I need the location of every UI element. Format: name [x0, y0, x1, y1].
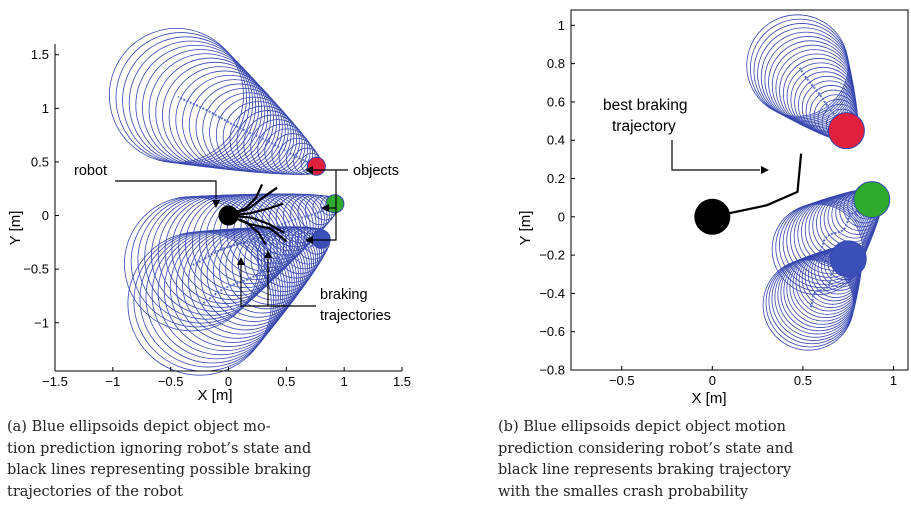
braking-annotation-arrow-left [237, 257, 245, 265]
x-tick-label: 1 [890, 373, 897, 388]
prediction-ellipse [283, 226, 326, 270]
prediction-path [200, 238, 322, 306]
y-tick-label: 0.4 [547, 133, 565, 148]
y-tick-label: 0.2 [547, 171, 565, 186]
x-tick-label: −0.5 [158, 374, 184, 389]
caption-b-line-4: with the smalles crash probability [498, 483, 749, 500]
best-braking-annotation-line-2: trajectory [612, 118, 676, 135]
object-3 [311, 229, 331, 249]
x-tick-label: −1.5 [42, 374, 68, 389]
best-braking-annotation-line [671, 140, 760, 171]
objects-annotation-arrow-2 [321, 204, 329, 212]
y-tick-label: −0.5 [23, 262, 49, 277]
best-braking-annotation-arrow [761, 166, 769, 174]
x-tick-label: 0.5 [277, 374, 295, 389]
prediction-ellipse [276, 226, 324, 274]
y-tick-label: −0.2 [539, 248, 565, 263]
robot-annotation-arrow [212, 200, 220, 208]
prediction-ellipse [275, 193, 325, 243]
x-tick-label: −1 [105, 374, 120, 389]
x-tick-label: 0 [709, 373, 716, 388]
braking-trajectory-4 [228, 214, 285, 234]
axes: −1.5 −1 −0.5 0 0.5 1 1.5 −1 −0.5 0 0.5 1 1.5 X [m] Y [… [7, 44, 411, 404]
robot-annotation-line [115, 180, 217, 199]
objects-annotation-arrow-1 [305, 166, 313, 174]
y-tick-label: −0.8 [539, 363, 565, 378]
caption-a: (a) Blue ellipsoids depict object mo- ti… [7, 417, 412, 503]
caption-b-line-1: (b) Blue ellipsoids depict object motion [498, 419, 786, 435]
annotations: robot objects braking trajectories [74, 163, 399, 324]
caption-a-line-4: trajectories of the robot [7, 483, 183, 500]
prediction-ellipse [269, 226, 322, 279]
y-axis-label: Y [m] [7, 211, 24, 246]
x-tick-label: −0.5 [609, 373, 635, 388]
object-2 [853, 181, 891, 219]
y-axis-label: Y [m] [517, 211, 534, 246]
x-tick-label: 1.5 [393, 374, 411, 389]
braking-trajectory-6 [228, 214, 288, 243]
best-braking-annotation-line-1: best braking [603, 97, 687, 114]
caption-a-line-2: tion prediction ignoring robot’s state a… [7, 440, 312, 457]
prediction-ellipse [271, 133, 314, 175]
y-tick-label: −1 [34, 315, 49, 330]
objects-annotation-arrow-3 [305, 236, 313, 244]
caption-a-line-3: black lines representing possible brakin… [7, 462, 312, 478]
robot [218, 205, 239, 226]
x-axis-label: X [m] [197, 387, 232, 404]
prediction-path [177, 95, 317, 168]
axes: −0.5 0 0.5 1 −0.8 −0.6 −0.4 −0.2 0 0.2 0.4 0.6 0.8 1 X… [517, 9, 909, 407]
x-tick-label: 0.5 [794, 373, 812, 388]
caption-a-line-1: (a) Blue ellipsoids depict object mo- [7, 419, 271, 435]
x-tick-label: 1 [341, 374, 348, 389]
objects-annotation: objects [353, 163, 399, 179]
y-tick-label: 0.8 [547, 56, 565, 71]
y-tick-label: −0.6 [539, 324, 565, 339]
braking-annotation-line-left [240, 265, 268, 307]
prediction-ellipse [282, 193, 328, 239]
y-tick-label: 0.5 [31, 154, 49, 169]
y-tick-label: 0 [558, 209, 565, 224]
braking-annotation-line-2: trajectories [320, 308, 391, 324]
caption-b-line-3: black line represents braking trajectory [498, 462, 792, 478]
x-axis-label: X [m] [691, 390, 726, 407]
prediction-ellipse [278, 137, 316, 175]
braking-trajectory-3 [228, 202, 284, 217]
prediction-path [818, 199, 873, 253]
y-tick-label: −0.4 [539, 286, 565, 301]
prediction-ellipse [263, 226, 321, 283]
chart-b: −0.5 0 0.5 1 −0.8 −0.6 −0.4 −0.2 0 0.2 0.4 0.6 0.8 1 X… [517, 9, 909, 407]
y-tick-label: 1 [558, 18, 565, 33]
caption-b: (b) Blue ellipsoids depict object motion… [498, 417, 910, 503]
prediction-path [192, 202, 336, 266]
robot [694, 198, 731, 235]
y-tick-label: 1 [42, 101, 49, 116]
braking-annotation-arrow-right [264, 250, 272, 258]
object-1 [827, 112, 865, 150]
robot-annotation: robot [74, 163, 107, 179]
axes-frame [570, 9, 909, 371]
y-tick-label: 0 [42, 208, 49, 223]
objects-annotation-line-bracket [313, 170, 337, 241]
y-tick-label: 0.6 [547, 94, 565, 109]
chart-a: −1.5 −1 −0.5 0 0.5 1 1.5 −1 −0.5 0 0.5 1 1.5 X [m] Y [… [7, 27, 411, 404]
object-3 [829, 240, 867, 278]
caption-b-line-2: prediction considering robot’s state and [498, 440, 794, 457]
braking-annotation-line-1: braking [320, 287, 368, 303]
x-tick-label: 0 [225, 374, 232, 389]
y-tick-label: 1.5 [31, 47, 49, 62]
prediction-1 [108, 27, 324, 175]
braking-trajectory-1 [712, 153, 803, 218]
annotations: best braking trajectory [603, 97, 769, 174]
